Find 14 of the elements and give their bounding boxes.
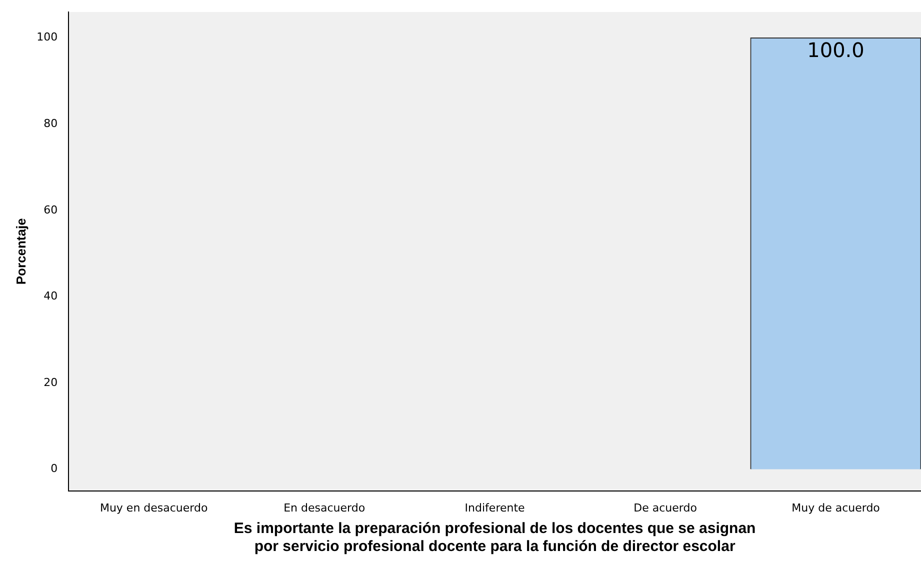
x-tick-label: Indiferente (464, 501, 526, 514)
y-axis-title: Porcentaje (13, 218, 28, 285)
x-axis-title: Es importante la preparación profesional de los docentes que se asignan por servicio profesional docente para la función de director escolar (234, 520, 756, 556)
y-tick-label: 20 (44, 376, 58, 389)
y-tick-label: 100 (36, 30, 58, 44)
y-tick-label: 0 (50, 462, 58, 476)
y-tick-label: 40 (44, 290, 58, 303)
y-tick-label: 80 (44, 117, 58, 130)
data-label: 100.0 (807, 38, 864, 62)
x-tick-label: Muy de acuerdo (792, 501, 880, 514)
x-tick-label: En desacuerdo (284, 501, 366, 514)
x-tick-label: De acuerdo (634, 501, 698, 514)
x-tick-label: Muy en desacuerdo (100, 501, 208, 514)
y-tick-label: 60 (44, 203, 58, 216)
